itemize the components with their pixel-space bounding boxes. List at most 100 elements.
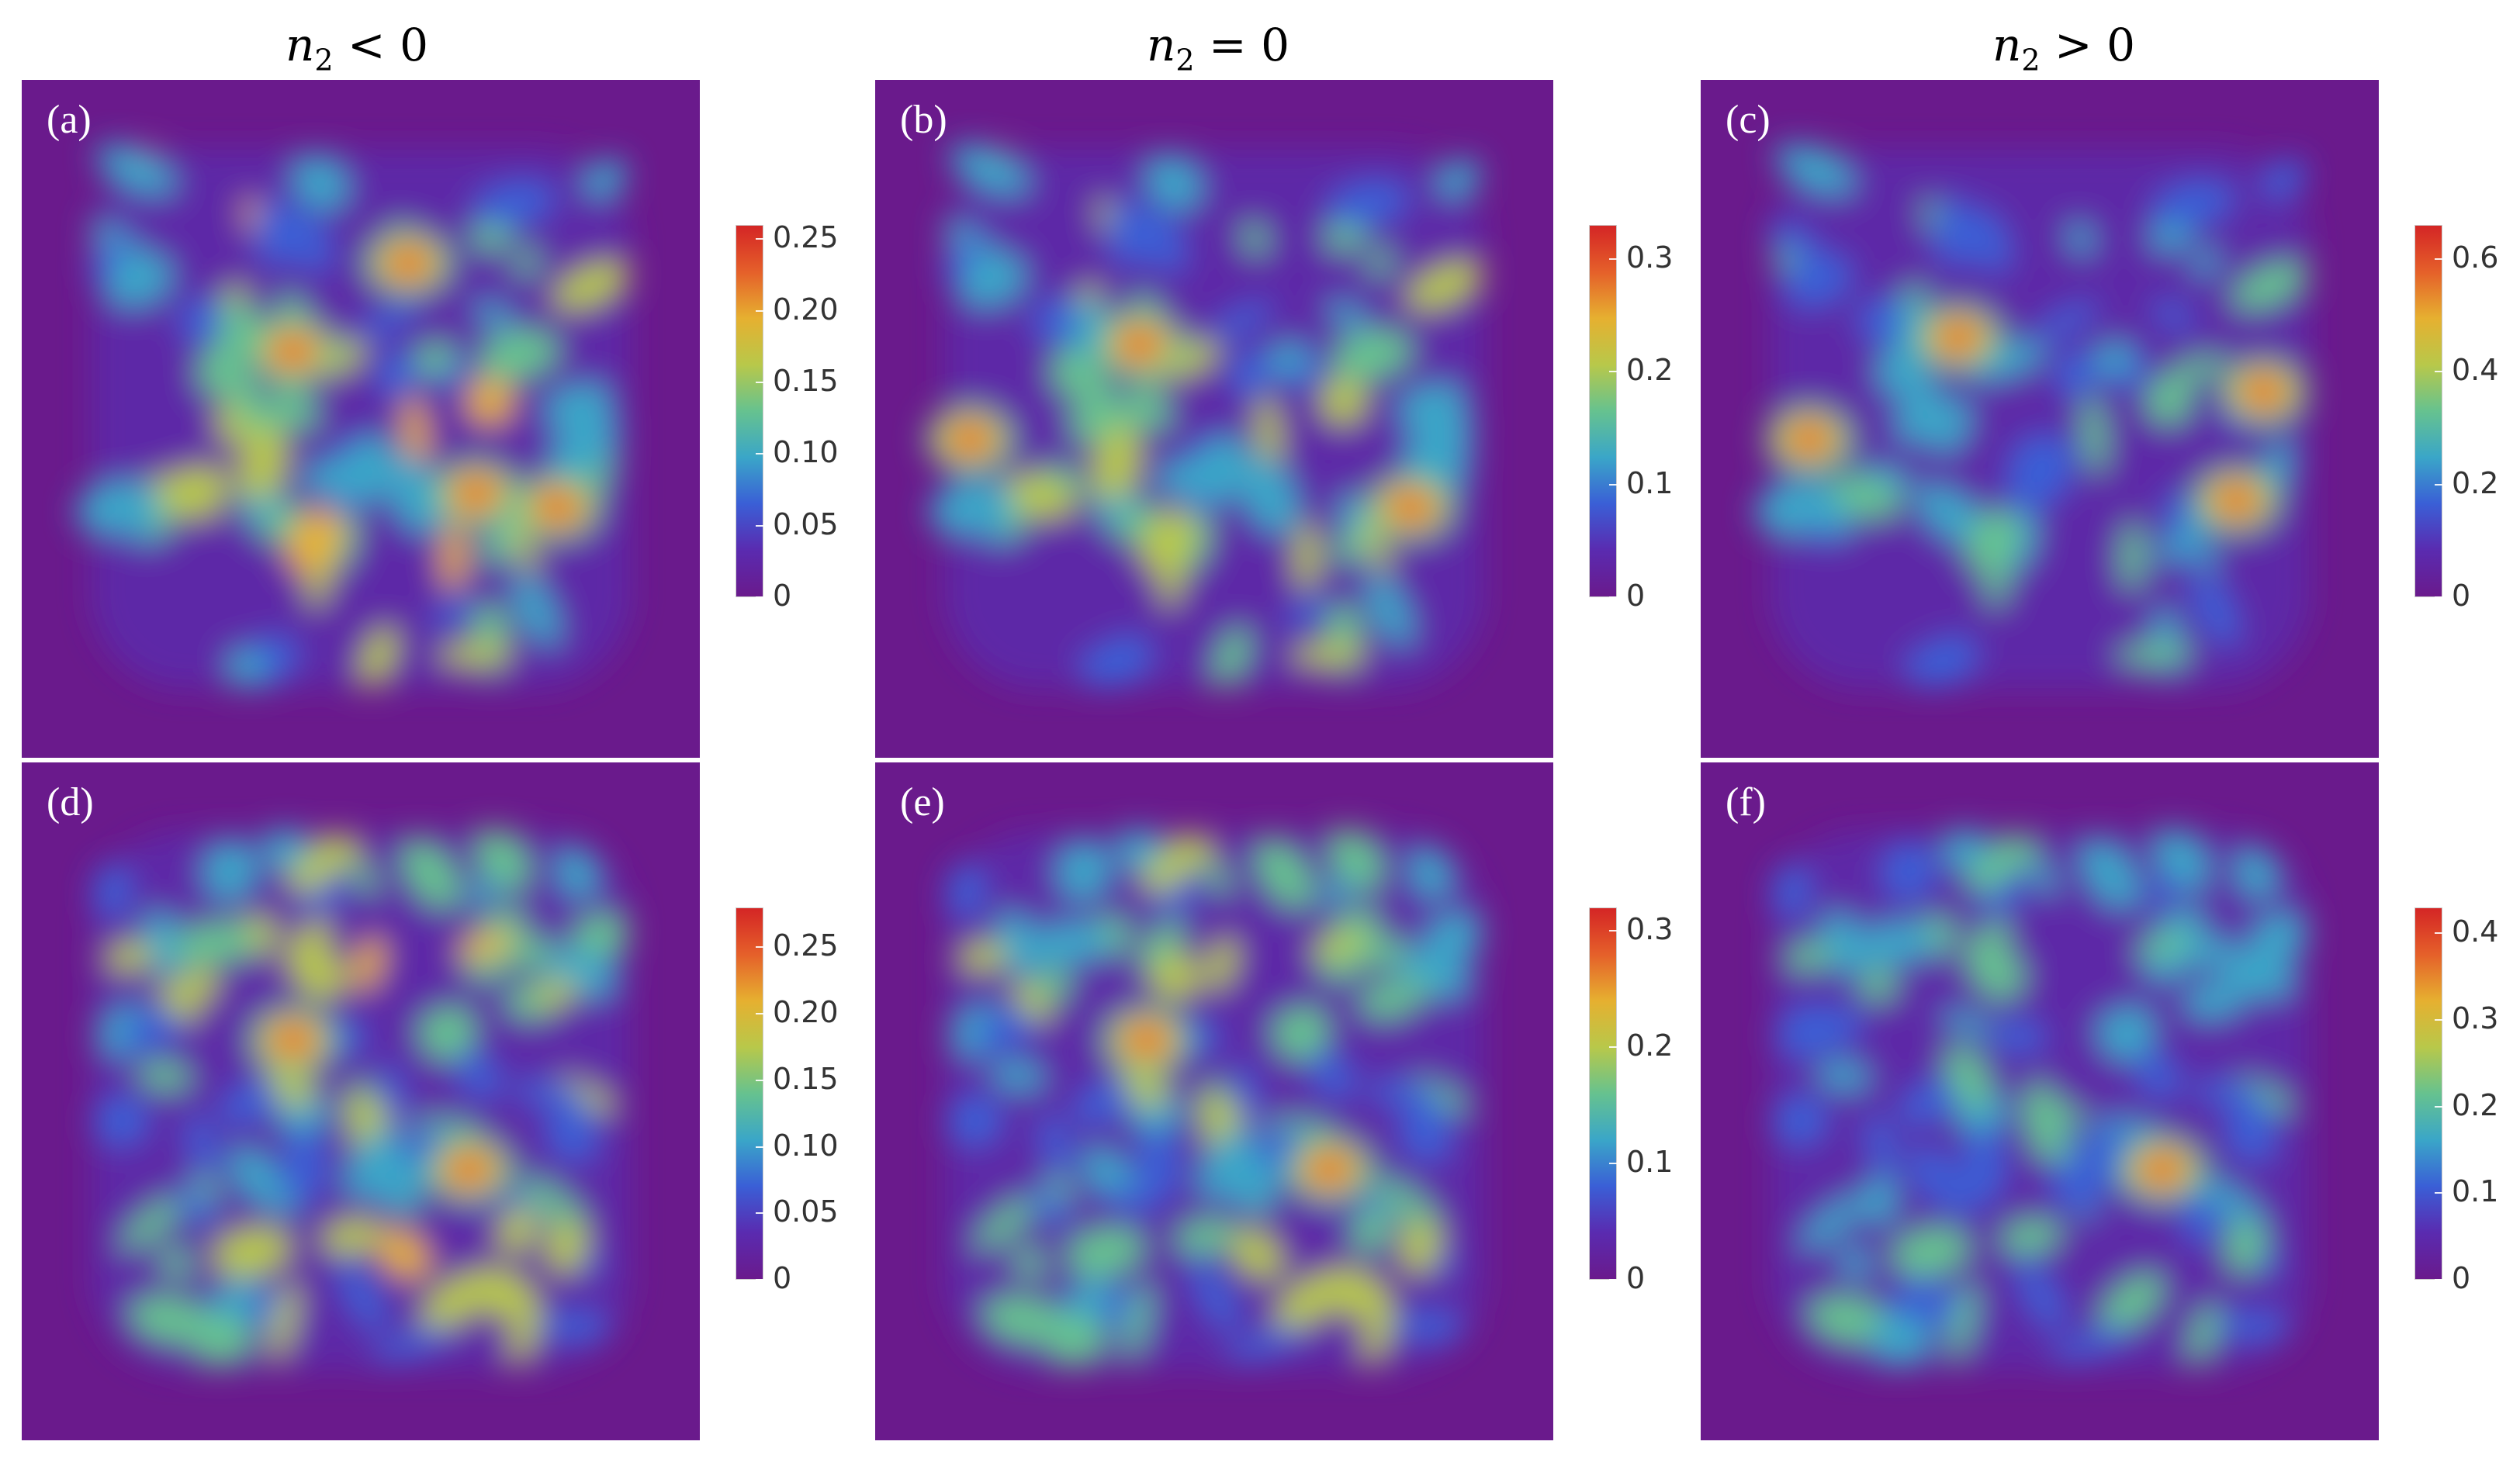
speckle-blob: [251, 1189, 299, 1216]
heatmap-panel-f: (f): [1701, 762, 2379, 1440]
colorbar-tick-mark: [756, 524, 763, 527]
speckle-blob: [75, 479, 162, 536]
colorbar-b: 0 0.1 0.2 0.3: [1589, 225, 1673, 613]
row-divider: [1701, 758, 2379, 761]
speckle-blob: [1317, 1267, 1392, 1321]
hot-spot: [391, 250, 426, 276]
colorbar-tick-label: 0.2: [2452, 1087, 2499, 1122]
colorbar-gradient: [1589, 225, 1617, 597]
speckle-blob: [1881, 841, 1937, 903]
speckle-blob: [2225, 1098, 2276, 1163]
colorbar-tick-label: 0: [773, 1261, 792, 1295]
heatmap-panel-d: (d): [22, 762, 700, 1440]
speckle-blob: [1816, 1059, 1871, 1092]
speckle-blob: [1944, 1045, 1993, 1109]
hot-spot: [2144, 1156, 2179, 1183]
speckle-blob: [1156, 458, 1212, 497]
colorbar-gradient: [736, 907, 763, 1280]
speckle-blob: [1906, 648, 1944, 688]
colorbar-tick-label: 0.10: [773, 1128, 839, 1163]
speckle-blob: [473, 299, 515, 332]
speckle-blob: [533, 978, 580, 1008]
speckle-blob: [2079, 838, 2141, 911]
speckle-blob: [1270, 1012, 1310, 1048]
speckle-blob: [929, 479, 1016, 536]
colorbar-tick-mark: [2435, 932, 2442, 935]
speckle-blob: [1948, 1281, 1978, 1363]
colorbar-tick-label: 0.10: [773, 435, 839, 470]
speckle-blob: [1290, 641, 1368, 667]
speckle-blob: [518, 1176, 586, 1227]
speckle-blob: [2096, 1012, 2135, 1048]
colorbar-a: 0 0.05 0.10 0.15 0.20 0.25: [736, 220, 839, 613]
speckle-blob: [1240, 458, 1300, 536]
speckle-blob: [431, 594, 474, 631]
speckle-blob: [514, 247, 541, 280]
speckle-blob: [536, 1310, 611, 1342]
colorbar-tick-label: 0.4: [2452, 353, 2499, 388]
column-title-n2-negative: n2 < 0: [286, 19, 428, 78]
colorbar-tick-label: 0: [1626, 579, 1646, 613]
speckle-blob: [1772, 1094, 1829, 1146]
colorbar-tick-label: 0.2: [1626, 353, 1674, 388]
speckle-blob: [238, 425, 289, 502]
speckle-blob: [942, 239, 980, 281]
speckle-blob: [1782, 941, 1834, 973]
speckle-blob: [254, 197, 298, 268]
speckle-blob: [1228, 351, 1272, 399]
speckle-blob: [178, 298, 223, 344]
speckle-blob: [464, 1267, 538, 1321]
speckle-blob: [2151, 180, 2236, 227]
speckle-blob: [386, 458, 446, 536]
speckle-blob: [479, 526, 515, 567]
speckle-blob: [1285, 594, 1328, 631]
speckle-blob: [93, 1094, 150, 1146]
speckle-layer: [945, 828, 1483, 1370]
speckle-layer: [92, 828, 630, 1370]
speckle-blob: [286, 508, 342, 576]
speckle-blob: [380, 1061, 405, 1129]
heatmap-panel-a: (a): [22, 80, 700, 758]
speckle-blob: [1079, 358, 1123, 438]
speckle-blob: [1390, 1310, 1464, 1342]
colorbar-tick-mark: [756, 1279, 763, 1281]
speckle-blob: [336, 1258, 387, 1332]
speckle-blob: [1026, 920, 1111, 966]
speckle-blob: [1890, 1225, 1971, 1278]
speckle-blob: [220, 1079, 276, 1127]
speckle-blob: [545, 1084, 586, 1115]
speckle-blob: [1254, 838, 1315, 911]
colorbar-tick-label: 0.2: [1626, 1028, 1674, 1063]
speckle-blob: [137, 1059, 192, 1092]
speckle-blob: [2067, 221, 2095, 257]
speckle-blob: [2135, 932, 2193, 960]
speckle-blob: [122, 1006, 185, 1052]
speckle-blob: [1092, 425, 1142, 502]
colorbar-tick-mark: [1609, 258, 1617, 260]
colorbar-tick-mark: [756, 309, 763, 312]
speckle-blob: [158, 979, 199, 1025]
speckle-blob: [1976, 952, 2026, 1002]
speckle-blob: [1325, 603, 1363, 644]
speckle-blob: [957, 941, 1009, 973]
colorbar-tick-label: 0.15: [773, 364, 839, 399]
colorbar-tick-label: 0.25: [773, 220, 839, 255]
colorbar-tick-label: 0.15: [773, 1061, 839, 1096]
speckle-blob: [2015, 1258, 2066, 1332]
speckle-blob: [1267, 340, 1310, 377]
speckle-blob: [275, 380, 320, 432]
speckle-blob: [2144, 377, 2193, 427]
speckle-blob: [1372, 1176, 1439, 1227]
speckle-blob: [351, 936, 385, 992]
speckle-blob: [144, 473, 223, 520]
speckle-blob: [1424, 912, 1482, 961]
speckle-blob: [1405, 260, 1483, 312]
speckle-blob: [1064, 1225, 1146, 1278]
heatmap-panel-c: (c): [1701, 80, 2379, 758]
speckle-blob: [440, 520, 466, 593]
speckle-blob: [2019, 1096, 2086, 1128]
speckle-blob: [1044, 1315, 1107, 1365]
row-divider: [875, 758, 1553, 761]
speckle-blob: [343, 1130, 402, 1201]
speckle-blob: [414, 340, 456, 377]
